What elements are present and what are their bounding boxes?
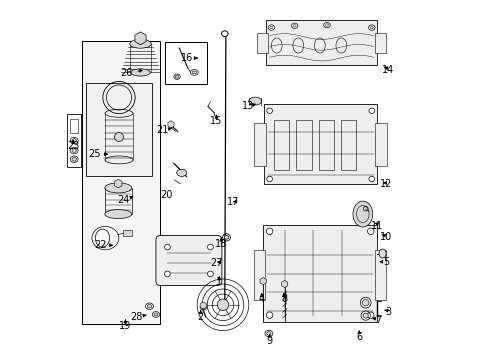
- Bar: [257, 33, 267, 53]
- Text: 19: 19: [119, 321, 131, 331]
- Bar: [265, 21, 376, 65]
- Ellipse shape: [266, 332, 270, 335]
- Ellipse shape: [104, 183, 131, 193]
- Ellipse shape: [363, 313, 367, 318]
- Text: 15: 15: [210, 116, 222, 126]
- Polygon shape: [167, 121, 174, 128]
- Polygon shape: [260, 278, 265, 285]
- Text: 21: 21: [156, 125, 168, 135]
- Ellipse shape: [325, 24, 328, 26]
- Text: 20: 20: [160, 190, 172, 200]
- Ellipse shape: [248, 97, 261, 105]
- Ellipse shape: [217, 299, 228, 311]
- Bar: [263, 225, 376, 321]
- Polygon shape: [135, 32, 146, 45]
- Ellipse shape: [147, 305, 151, 308]
- Text: 2: 2: [197, 312, 203, 322]
- Ellipse shape: [72, 139, 76, 142]
- Ellipse shape: [207, 271, 213, 277]
- Ellipse shape: [207, 244, 213, 250]
- Bar: [340, 120, 355, 170]
- Ellipse shape: [104, 210, 131, 219]
- Bar: [264, 104, 376, 184]
- Text: 24: 24: [117, 195, 129, 205]
- Text: 3: 3: [384, 307, 390, 316]
- Ellipse shape: [176, 169, 186, 176]
- Polygon shape: [281, 280, 287, 288]
- Bar: [274, 120, 289, 170]
- Ellipse shape: [293, 24, 296, 27]
- Ellipse shape: [164, 271, 170, 277]
- Ellipse shape: [266, 176, 272, 181]
- Text: 23: 23: [67, 141, 79, 151]
- Text: 6: 6: [355, 332, 362, 342]
- Bar: [296, 120, 311, 170]
- Ellipse shape: [368, 25, 374, 30]
- Bar: [318, 120, 333, 170]
- Bar: [164, 41, 207, 84]
- Ellipse shape: [323, 22, 329, 28]
- Text: 12: 12: [379, 179, 391, 189]
- Text: 10: 10: [379, 232, 391, 242]
- Ellipse shape: [164, 244, 170, 250]
- Text: 5: 5: [382, 257, 388, 267]
- Ellipse shape: [367, 312, 373, 319]
- Text: 27: 27: [210, 258, 223, 268]
- Text: 13: 13: [242, 102, 254, 112]
- Ellipse shape: [154, 313, 158, 316]
- Text: 25: 25: [88, 149, 101, 159]
- Ellipse shape: [352, 201, 372, 227]
- Text: 1: 1: [216, 277, 222, 287]
- Ellipse shape: [368, 176, 374, 181]
- Ellipse shape: [368, 108, 374, 113]
- Bar: [375, 250, 386, 300]
- Bar: [86, 83, 152, 176]
- Ellipse shape: [175, 75, 179, 78]
- Ellipse shape: [367, 228, 373, 234]
- Ellipse shape: [224, 235, 228, 239]
- Ellipse shape: [266, 228, 272, 234]
- Ellipse shape: [369, 26, 372, 29]
- Ellipse shape: [378, 249, 386, 258]
- Ellipse shape: [72, 157, 76, 161]
- Text: 8: 8: [280, 294, 286, 304]
- Bar: [70, 119, 78, 134]
- Text: 14: 14: [381, 64, 393, 75]
- Bar: [122, 230, 131, 236]
- Text: 16: 16: [181, 53, 193, 63]
- Ellipse shape: [114, 132, 123, 141]
- Ellipse shape: [130, 69, 150, 76]
- Ellipse shape: [266, 312, 272, 319]
- Text: 17: 17: [226, 197, 239, 207]
- Bar: [375, 123, 386, 166]
- Ellipse shape: [72, 149, 76, 152]
- Bar: [67, 114, 81, 167]
- Bar: [375, 33, 386, 53]
- Text: 26: 26: [120, 68, 132, 78]
- Ellipse shape: [291, 23, 297, 28]
- Text: 11: 11: [370, 221, 383, 231]
- Bar: [254, 250, 264, 300]
- Bar: [82, 41, 159, 324]
- Polygon shape: [200, 302, 206, 309]
- Text: 18: 18: [215, 239, 227, 249]
- Ellipse shape: [269, 26, 272, 29]
- Text: 22: 22: [94, 240, 106, 250]
- Text: 9: 9: [266, 336, 272, 346]
- Ellipse shape: [266, 108, 272, 113]
- Ellipse shape: [192, 71, 196, 74]
- Ellipse shape: [267, 25, 274, 30]
- FancyBboxPatch shape: [156, 235, 222, 285]
- Bar: [254, 123, 265, 166]
- Ellipse shape: [362, 300, 368, 306]
- Text: 28: 28: [130, 312, 142, 322]
- Text: 7: 7: [374, 315, 380, 325]
- Text: 4: 4: [258, 294, 264, 304]
- Ellipse shape: [129, 39, 151, 48]
- Polygon shape: [114, 179, 122, 188]
